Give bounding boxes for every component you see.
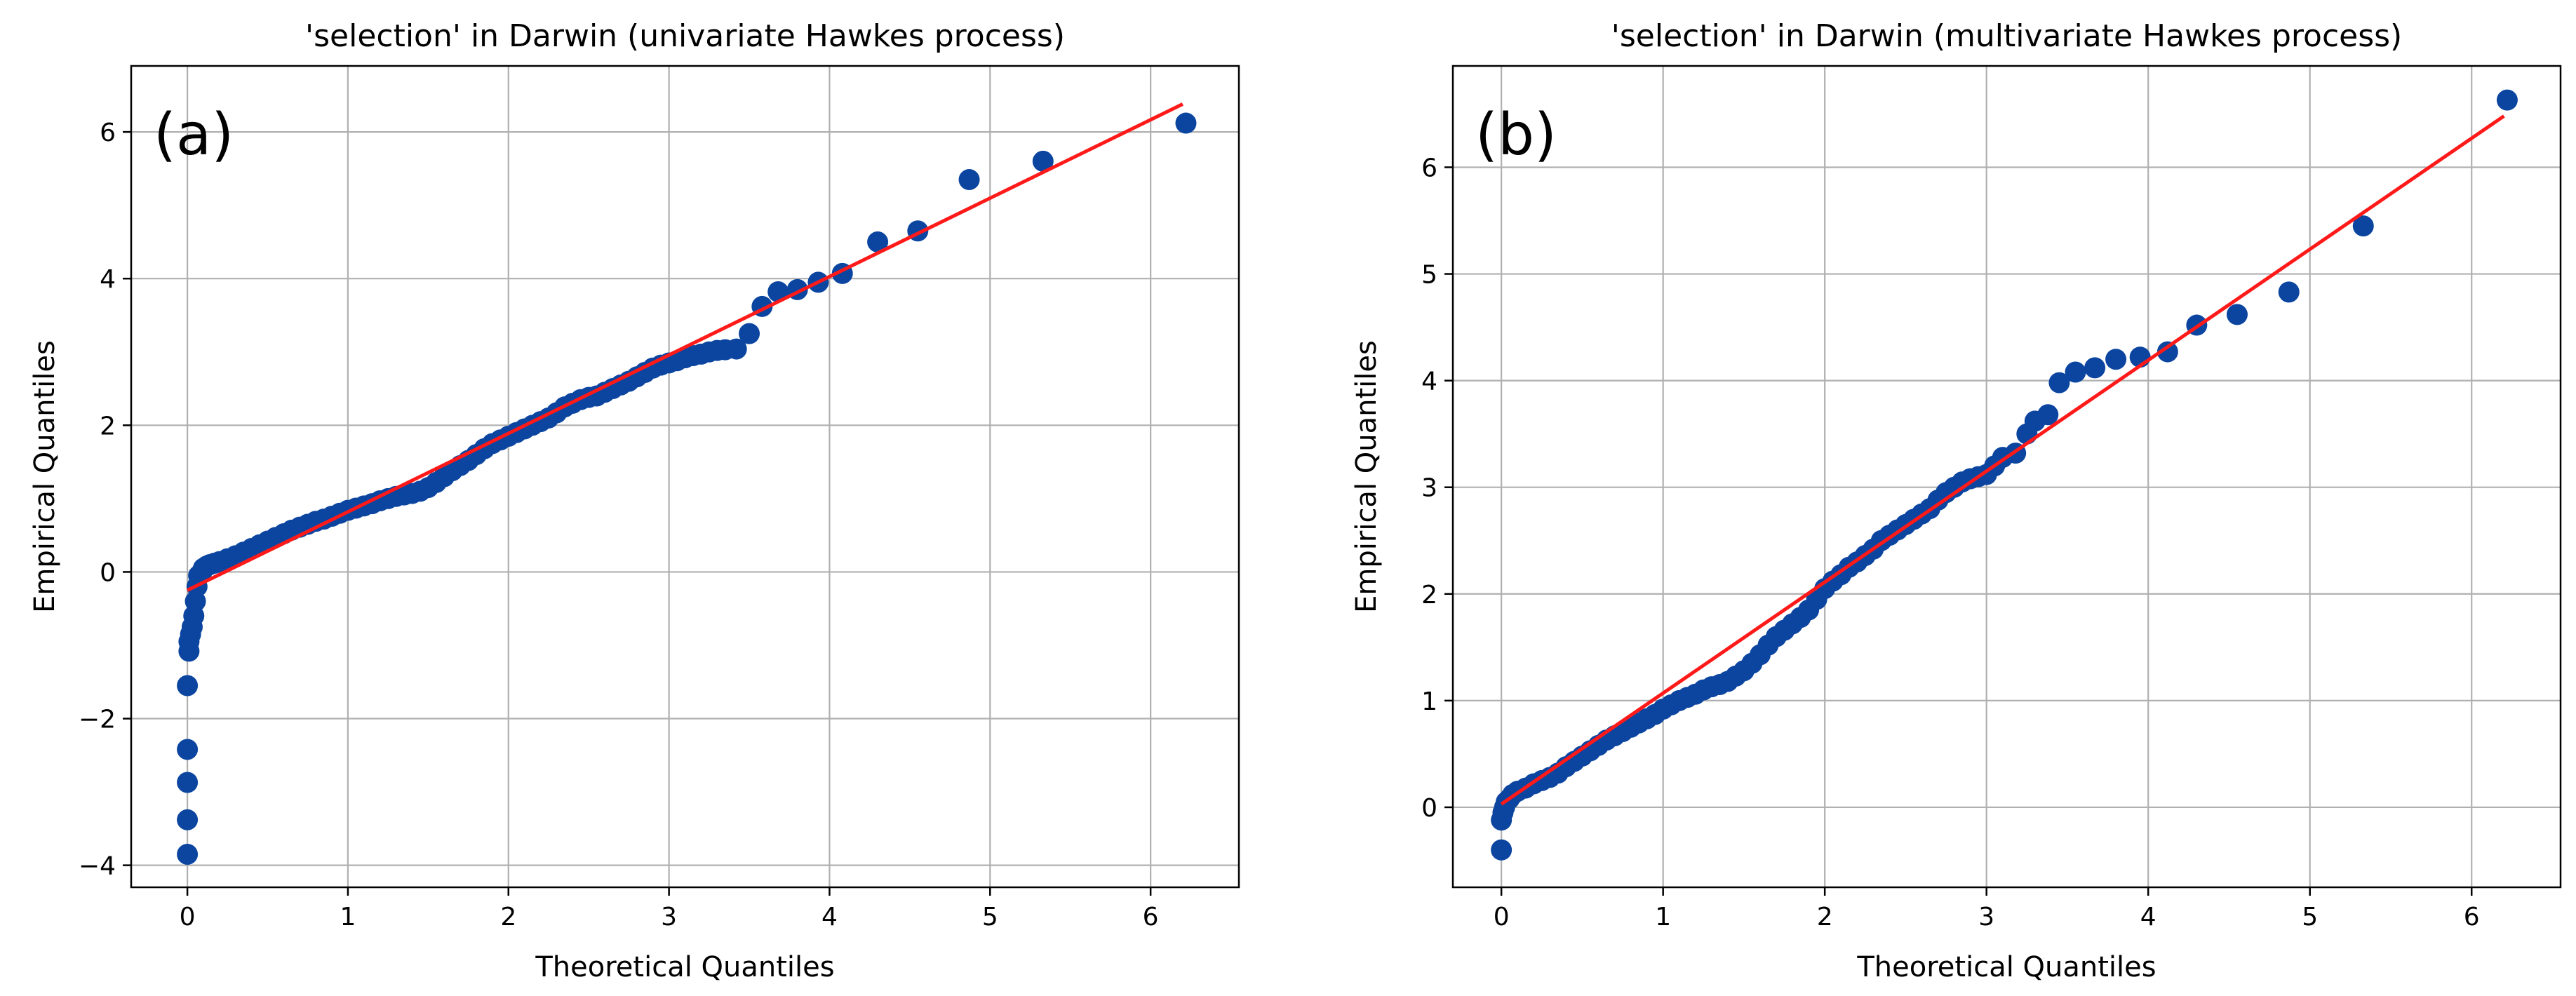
x-tick-label: 1 (1655, 903, 1671, 931)
y-tick-label: −2 (79, 706, 116, 734)
x-tick-label: 3 (661, 903, 677, 931)
data-point (2065, 361, 2086, 383)
data-point (177, 739, 199, 760)
data-point (2037, 404, 2059, 426)
x-tick-label: 5 (2302, 903, 2318, 931)
axes-frame (130, 65, 1240, 889)
data-point (1032, 150, 1054, 172)
panel-b: 0 1 2 3 4 5 6 0 1 2 3 4 5 6 'selection' in Darwin (mul… (1350, 18, 2562, 983)
data-point (1175, 112, 1197, 134)
panel-label: (b) (1475, 102, 1557, 168)
y-axis-label: Empirical Quantiles (1350, 340, 1383, 613)
y-tick-label: 0 (100, 558, 116, 587)
data-point (867, 231, 889, 253)
x-axis-label: Theoretical Quantiles (535, 951, 834, 983)
x-tick-label: 0 (180, 903, 196, 931)
y-tick-label: 4 (1421, 368, 1437, 396)
panel-title: 'selection' in Darwin (multivariate Hawk… (1611, 18, 2402, 54)
reference-line (186, 102, 1184, 592)
y-tick-label: −4 (79, 852, 116, 881)
y-tick-label: 6 (1421, 154, 1437, 182)
y-tick-label: 4 (100, 265, 116, 294)
data-point (1491, 839, 1512, 861)
y-axis-label: Empirical Quantiles (29, 340, 61, 613)
reference-line (1500, 114, 2505, 806)
data-points (177, 112, 1197, 865)
data-point (2496, 89, 2518, 111)
data-point (2105, 349, 2127, 370)
y-tick-label: 3 (1421, 474, 1437, 503)
y-tick-label: 0 (1421, 794, 1437, 823)
y-tick-label: 2 (1421, 581, 1437, 610)
x-tick-label: 5 (982, 903, 998, 931)
y-tick-label: 1 (1421, 687, 1437, 716)
data-point (739, 323, 760, 344)
panel-a: 0 1 2 3 4 5 6 −4 −2 0 2 4 6 'selection' in Darwin (un… (29, 18, 1240, 983)
data-point (958, 169, 980, 191)
data-point (2278, 281, 2300, 303)
data-points (1491, 89, 2518, 861)
panel-label: (a) (154, 102, 234, 168)
x-axis-label: Theoretical Quantiles (1856, 951, 2156, 983)
x-tick-label: 6 (2464, 903, 2480, 931)
panel-title: 'selection' in Darwin (univariate Hawkes… (305, 18, 1065, 54)
y-tick-label: 6 (100, 119, 116, 147)
data-point (2048, 372, 2070, 393)
data-point (177, 809, 199, 830)
x-tick-label: 1 (340, 903, 356, 931)
x-tick-label: 2 (500, 903, 516, 931)
y-tick-label: 5 (1421, 261, 1437, 290)
data-point (767, 281, 789, 303)
axes-frame (1451, 65, 2562, 889)
data-point (725, 338, 747, 360)
data-point (2084, 357, 2106, 379)
data-point (177, 675, 199, 696)
x-tick-label: 2 (1817, 903, 1833, 931)
x-tick-label: 0 (1494, 903, 1510, 931)
data-point (177, 772, 199, 793)
x-tick-label: 4 (821, 903, 838, 931)
data-point (2156, 341, 2178, 363)
x-tick-label: 3 (1978, 903, 1994, 931)
data-point (2226, 304, 2248, 325)
x-tick-label: 6 (1143, 903, 1159, 931)
data-point (177, 843, 199, 865)
y-tick-label: 2 (100, 412, 116, 440)
x-tick-label: 4 (2140, 903, 2156, 931)
data-point (2352, 215, 2374, 237)
